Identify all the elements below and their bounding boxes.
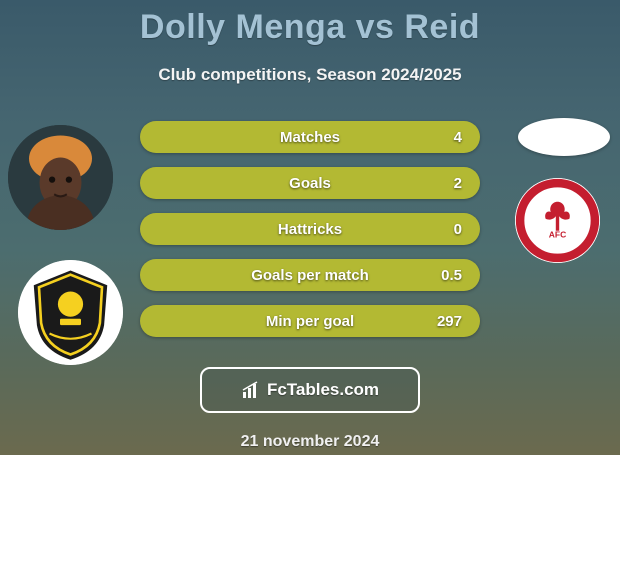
- round-crest-icon: AFC: [515, 178, 600, 263]
- branding-box: FcTables.com: [200, 367, 420, 413]
- stat-label: Goals per match: [251, 267, 369, 284]
- stat-label: Hattricks: [278, 221, 342, 238]
- stat-bar-goals-per-match: Goals per match 0.5: [140, 259, 480, 291]
- stat-bar-min-per-goal: Min per goal 297: [140, 305, 480, 337]
- stat-label: Min per goal: [266, 313, 354, 330]
- player-left-avatar: [8, 125, 113, 230]
- stat-label: Matches: [280, 129, 340, 146]
- player-avatar-icon: [8, 125, 113, 230]
- date-text: 21 november 2024: [0, 433, 620, 451]
- stat-bar-goals: Goals 2: [140, 167, 480, 199]
- stat-bar-matches: Matches 4: [140, 121, 480, 153]
- stat-value: 0: [454, 221, 462, 238]
- stat-value: 2: [454, 175, 462, 192]
- club-right-crest: AFC: [515, 178, 600, 263]
- player-right-avatar: [518, 118, 610, 156]
- club-left-crest: [18, 260, 123, 365]
- brand-text: FcTables.com: [267, 380, 379, 400]
- stat-label: Goals: [289, 175, 331, 192]
- page-title: Dolly Menga vs Reid: [0, 0, 620, 47]
- svg-text:AFC: AFC: [549, 230, 566, 240]
- shield-crest-icon: [18, 260, 123, 365]
- stat-value: 4: [454, 129, 462, 146]
- infographic-content: Dolly Menga vs Reid Club competitions, S…: [0, 0, 620, 580]
- stat-value: 297: [437, 313, 462, 330]
- brand-logo-icon: [241, 380, 261, 400]
- subtitle: Club competitions, Season 2024/2025: [0, 65, 620, 85]
- stat-bar-hattricks: Hattricks 0: [140, 213, 480, 245]
- stat-value: 0.5: [441, 267, 462, 284]
